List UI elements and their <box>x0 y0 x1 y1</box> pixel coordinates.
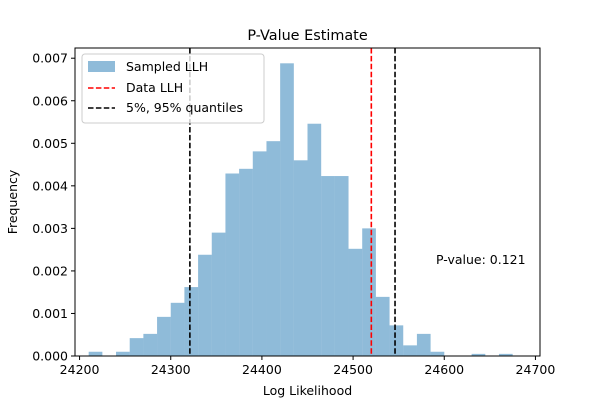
histogram-bar <box>198 254 212 356</box>
histogram-bar <box>430 351 445 356</box>
x-tick-label: 24700 <box>516 362 556 377</box>
legend-label-sampled-llh: Sampled LLH <box>126 59 208 74</box>
histogram-bar <box>280 63 294 357</box>
histogram-bar <box>348 248 363 356</box>
histogram-bar <box>239 168 253 356</box>
histogram-bar <box>170 302 185 356</box>
histogram-bar <box>389 325 404 356</box>
histogram-bar <box>143 333 158 356</box>
y-tick-label: 0.003 <box>32 221 68 236</box>
x-tick-label: 24300 <box>151 362 191 377</box>
histogram-bar <box>375 296 390 356</box>
histogram-bar <box>321 176 335 356</box>
x-axis-label: Log Likelihood <box>263 383 352 398</box>
y-tick-label: 0.004 <box>32 178 68 193</box>
y-axis-ticks: 0.000 0.001 0.002 0.003 0.004 0.005 0.006 0.007 <box>32 51 75 364</box>
p-value-annotation: P-value: 0.121 <box>436 252 526 267</box>
histogram-bar <box>362 228 376 356</box>
histogram-bar <box>403 345 417 356</box>
y-tick-label: 0.000 <box>32 349 68 364</box>
histogram-bar <box>88 351 103 356</box>
legend-frame <box>81 53 265 124</box>
histogram-bar <box>293 160 308 356</box>
y-tick-label: 0.007 <box>32 51 68 66</box>
x-tick-label: 24200 <box>60 362 100 377</box>
histogram-bar <box>157 316 171 356</box>
histogram-bar <box>116 351 130 356</box>
histogram-bar <box>184 287 199 356</box>
histogram-bar <box>211 232 226 356</box>
x-axis-ticks: 24200 24300 24400 24500 24600 24700 <box>60 356 556 377</box>
legend-swatch-sampled-llh <box>88 61 115 72</box>
legend: Sampled LLH Data LLH 5%, 95% quantiles <box>81 53 265 124</box>
legend-label-data-llh: Data LLH <box>126 80 183 95</box>
histogram-bar <box>471 353 486 356</box>
histogram-bar <box>266 141 281 356</box>
histogram-bar <box>129 338 144 356</box>
x-tick-label: 24500 <box>333 362 373 377</box>
legend-label-quantiles: 5%, 95% quantiles <box>126 100 243 115</box>
plot-frame <box>74 47 541 357</box>
y-tick-label: 0.006 <box>32 93 68 108</box>
histogram-bar <box>307 123 322 356</box>
histogram-bar <box>334 176 349 356</box>
histogram-bars <box>88 63 513 357</box>
chart-title: P-Value Estimate <box>247 28 368 44</box>
y-tick-label: 0.005 <box>32 136 68 151</box>
histogram-bar <box>225 173 240 356</box>
histogram-bar <box>498 353 513 356</box>
x-tick-label: 24400 <box>242 362 282 377</box>
x-tick-label: 24600 <box>424 362 464 377</box>
y-axis-label: Frequency <box>5 169 20 234</box>
histogram-bar <box>252 151 267 356</box>
y-tick-label: 0.001 <box>32 306 68 321</box>
y-tick-label: 0.002 <box>32 263 68 278</box>
histogram-bar <box>416 333 431 356</box>
